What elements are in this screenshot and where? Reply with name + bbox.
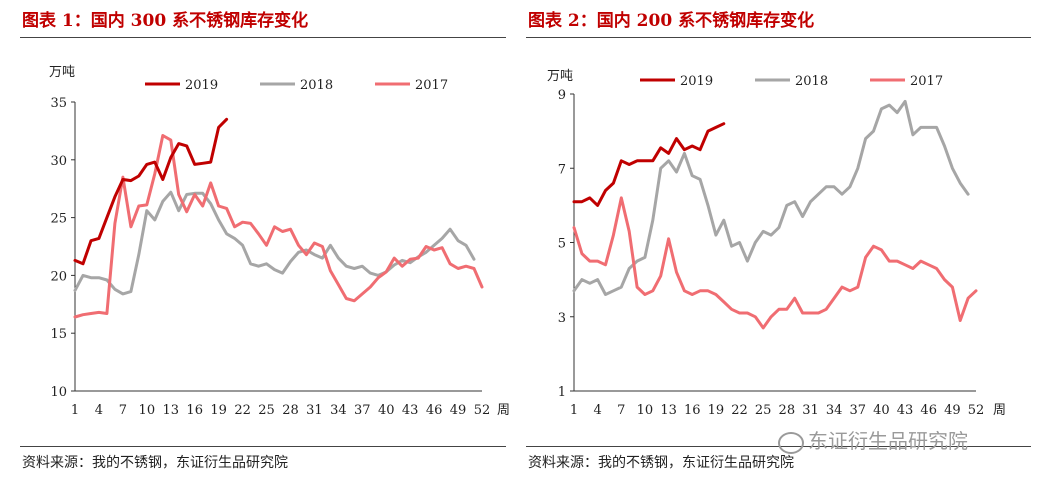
chart1-y-tick-label: 10 <box>50 385 67 400</box>
title-rule-left <box>20 37 506 38</box>
chart2-legend-label-2019: 2019 <box>680 74 713 89</box>
chart2-x-tick-label: 40 <box>873 403 890 418</box>
chart1-legend-label-2017: 2017 <box>415 78 448 93</box>
chart2-x-axis-unit: 周 <box>993 403 1006 418</box>
chart2-x-tick-label: 10 <box>637 403 654 418</box>
chart2-x-tick-label: 28 <box>779 403 796 418</box>
chart1-series-2019 <box>73 117 229 266</box>
chart1-x-tick-label: 28 <box>282 403 299 418</box>
chart2-x-tick-label: 52 <box>968 403 985 418</box>
chart1-x-tick-label: 25 <box>258 403 275 418</box>
watermark: 东证衍生品研究院 <box>778 425 968 454</box>
chart1-x-tick-label: 40 <box>378 403 395 418</box>
chart2-x-tick-label: 43 <box>897 403 914 418</box>
chart2-x-tick-label: 37 <box>849 403 866 418</box>
chart2-legend-label-2018: 2018 <box>795 74 828 89</box>
source-note-right: 资料来源：我的不锈钢，东证衍生品研究院 <box>528 455 794 471</box>
chart1-y-axis-unit: 万吨 <box>49 65 75 80</box>
chart-title-left: 图表 1：国内 300 系不锈钢库存变化 <box>22 11 309 31</box>
chart1-y-tick-label: 30 <box>50 154 67 169</box>
chart1-x-tick-label: 1 <box>71 403 79 418</box>
chart1-x-tick-label: 19 <box>210 403 227 418</box>
chart1-x-tick-label: 16 <box>186 403 203 418</box>
chart2-x-tick-label: 4 <box>594 403 602 418</box>
chart1-series-2017 <box>73 134 484 319</box>
chart1-y-tick-label: 20 <box>50 269 67 284</box>
chart2-y-axis-unit: 万吨 <box>547 69 573 84</box>
chart2-series-2019 <box>572 122 726 207</box>
chart1-legend-label-2019: 2019 <box>185 78 218 93</box>
chart1-x-axis-unit: 周 <box>497 403 510 418</box>
chart1-x-tick-label: 7 <box>119 403 127 418</box>
chart-title-right: 图表 2：国内 200 系不锈钢库存变化 <box>528 11 815 31</box>
chart2-y-tick-label: 3 <box>558 311 566 326</box>
chart1-x-tick-label: 10 <box>139 403 156 418</box>
chart2-x-tick-label: 46 <box>920 403 937 418</box>
chart1-x-tick-label: 13 <box>162 403 179 418</box>
source-note-left: 资料来源：我的不锈钢，东证衍生品研究院 <box>22 455 288 471</box>
chart2-series-2018 <box>572 99 970 296</box>
chart2-y-tick-label: 7 <box>558 162 566 177</box>
chart2-x-tick-label: 19 <box>708 403 725 418</box>
source-rule-left <box>20 446 506 447</box>
chart1-x-tick-label: 34 <box>330 403 347 418</box>
chart2-x-tick-label: 22 <box>731 403 748 418</box>
chart2-x-tick-label: 16 <box>684 403 701 418</box>
chart2-x-tick-label: 31 <box>802 403 819 418</box>
chart1-x-tick-label: 43 <box>402 403 419 418</box>
chart1-x-tick-label: 22 <box>234 403 251 418</box>
chart1-x-tick-label: 46 <box>426 403 443 418</box>
chart2-series-2017 <box>572 196 978 330</box>
chart2-x-tick-label: 7 <box>617 403 625 418</box>
chart1-x-tick-label: 49 <box>450 403 467 418</box>
chart1-y-tick-label: 15 <box>50 327 67 342</box>
chart1-x-tick-label: 52 <box>474 403 491 418</box>
chart1-legend-label-2018: 2018 <box>300 78 333 93</box>
chart2-y-tick-label: 1 <box>558 385 566 400</box>
chart2-legend-label-2017: 2017 <box>910 74 943 89</box>
chart1-x-tick-label: 37 <box>354 403 371 418</box>
watermark-text: 东证衍生品研究院 <box>808 429 968 453</box>
chart2-y-tick-label: 5 <box>558 237 566 252</box>
wechat-icon <box>778 431 804 454</box>
chart1-series-2018 <box>73 190 476 296</box>
chart2-x-tick-label: 49 <box>944 403 961 418</box>
chart2-x-tick-label: 25 <box>755 403 772 418</box>
chart2-x-tick-label: 1 <box>570 403 578 418</box>
chart1-y-tick-label: 35 <box>50 96 67 111</box>
chart2-x-tick-label: 13 <box>660 403 677 418</box>
chart1-x-tick-label: 31 <box>306 403 323 418</box>
chart2-x-tick-label: 34 <box>826 403 843 418</box>
chart2-y-tick-label: 9 <box>558 88 566 103</box>
title-rule-right <box>526 37 1031 38</box>
chart1-x-tick-label: 4 <box>95 403 103 418</box>
chart1-y-tick-label: 25 <box>50 212 67 227</box>
